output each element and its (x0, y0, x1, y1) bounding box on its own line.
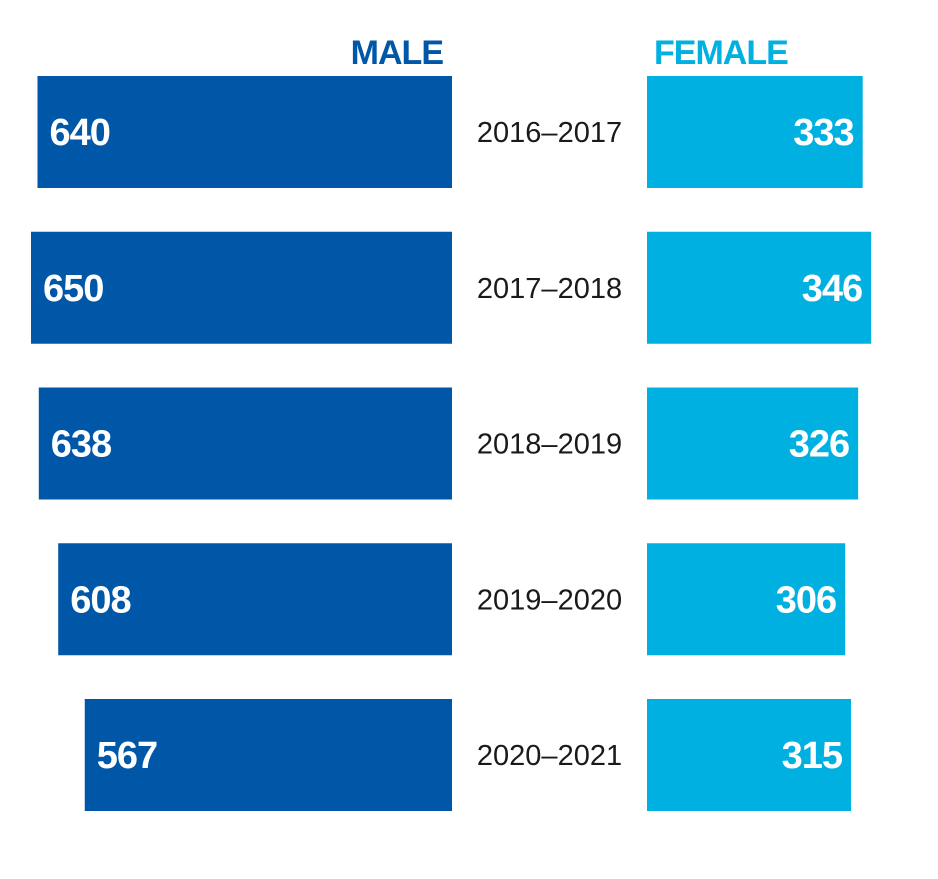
female-bar (647, 543, 846, 656)
category-label: 2017–2018 (477, 273, 622, 305)
female-value-label: 346 (802, 268, 862, 310)
male-value-label: 608 (70, 579, 130, 621)
female-series-header: FEMALE (654, 34, 788, 72)
male-series-header: MALE (351, 34, 444, 72)
male-bar (31, 231, 452, 344)
category-label: 2016–2017 (477, 117, 622, 149)
category-label: 2019–2020 (477, 584, 622, 616)
category-label: 2020–2021 (477, 740, 622, 772)
male-value-label: 640 (49, 112, 109, 154)
category-label: 2018–2019 (477, 429, 622, 461)
male-bar (38, 387, 452, 500)
female-value-label: 315 (782, 735, 843, 777)
female-bar (647, 76, 863, 188)
female-bar (647, 387, 859, 500)
female-bar (647, 231, 872, 344)
male-value-label: 650 (43, 268, 103, 310)
female-value-label: 333 (793, 112, 853, 154)
male-bar (84, 699, 453, 811)
female-bar (647, 699, 852, 811)
male-bar (58, 543, 453, 656)
female-value-label: 306 (776, 579, 836, 621)
male-value-label: 567 (97, 735, 157, 777)
male-value-label: 638 (51, 424, 111, 466)
bars-group: 640 333 2016–2017 650 346 2017–2018 638 326 2018… (31, 76, 872, 811)
female-value-label: 326 (789, 424, 849, 466)
male-bar (37, 76, 452, 188)
